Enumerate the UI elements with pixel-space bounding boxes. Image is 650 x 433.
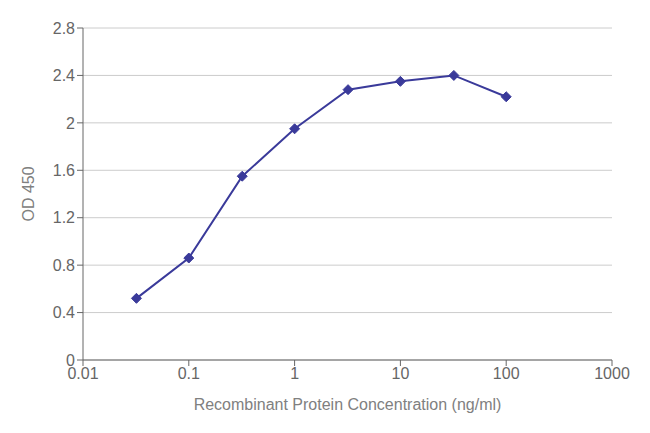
- svg-text:0.1: 0.1: [178, 365, 200, 382]
- svg-text:1000: 1000: [594, 365, 630, 382]
- svg-text:1.6: 1.6: [53, 162, 75, 179]
- svg-text:10: 10: [392, 365, 410, 382]
- svg-text:0.8: 0.8: [53, 257, 75, 274]
- svg-text:1.2: 1.2: [53, 209, 75, 226]
- svg-text:Recombinant Protein Concentrat: Recombinant Protein Concentration (ng/ml…: [194, 396, 502, 413]
- svg-text:2.4: 2.4: [53, 67, 75, 84]
- svg-text:OD 450: OD 450: [20, 166, 37, 221]
- svg-text:0.4: 0.4: [53, 304, 75, 321]
- svg-text:2.8: 2.8: [53, 20, 75, 37]
- svg-text:2: 2: [66, 115, 75, 132]
- svg-text:1: 1: [290, 365, 299, 382]
- svg-text:100: 100: [493, 365, 520, 382]
- svg-text:0: 0: [66, 352, 75, 369]
- svg-text:0.01: 0.01: [67, 365, 99, 383]
